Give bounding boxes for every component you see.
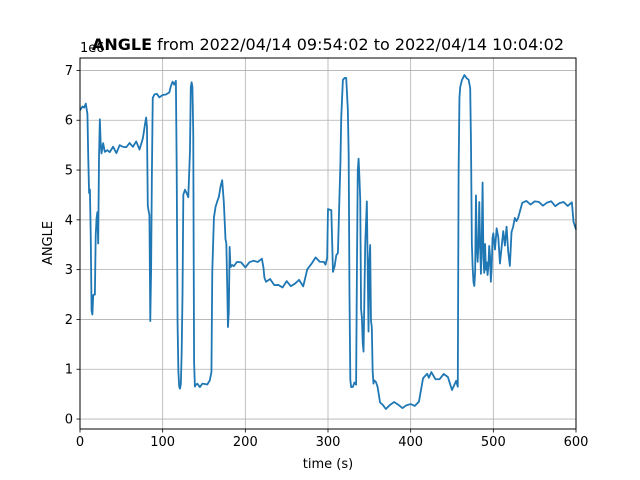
y-tick-label: 0 bbox=[65, 413, 73, 428]
chart-title-bold: ANGLE bbox=[92, 35, 152, 54]
y-tick-label: 7 bbox=[65, 64, 73, 79]
y-axis-label: ANGLE bbox=[41, 221, 56, 265]
series-line bbox=[79, 74, 577, 410]
x-tick-label: 500 bbox=[481, 435, 506, 450]
chart-title: ANGLE from 2022/04/14 09:54:02 to 2022/0… bbox=[92, 35, 564, 54]
x-axis-label: time (s) bbox=[303, 457, 353, 472]
y-tick-label: 1 bbox=[65, 363, 73, 378]
ticks: 0 100 200 300 400 500 600 0 1 2 3 4 5 6 7 bbox=[65, 64, 589, 450]
y-tick-label: 3 bbox=[65, 263, 73, 278]
chart-title-rest: from 2022/04/14 09:54:02 to 2022/04/14 1… bbox=[152, 35, 564, 54]
y-tick-label: 6 bbox=[65, 114, 73, 129]
y-tick-label: 4 bbox=[65, 213, 73, 228]
x-tick-label: 0 bbox=[76, 435, 84, 450]
series-layer bbox=[79, 74, 577, 410]
y-offset-text: 1e6 bbox=[80, 41, 105, 56]
x-tick-label: 300 bbox=[316, 435, 341, 450]
x-tick-label: 600 bbox=[564, 435, 589, 450]
x-tick-label: 100 bbox=[150, 435, 175, 450]
y-tick-label: 2 bbox=[65, 313, 73, 328]
x-tick-label: 400 bbox=[398, 435, 423, 450]
y-tick-label: 5 bbox=[65, 164, 73, 179]
x-tick-label: 200 bbox=[233, 435, 258, 450]
